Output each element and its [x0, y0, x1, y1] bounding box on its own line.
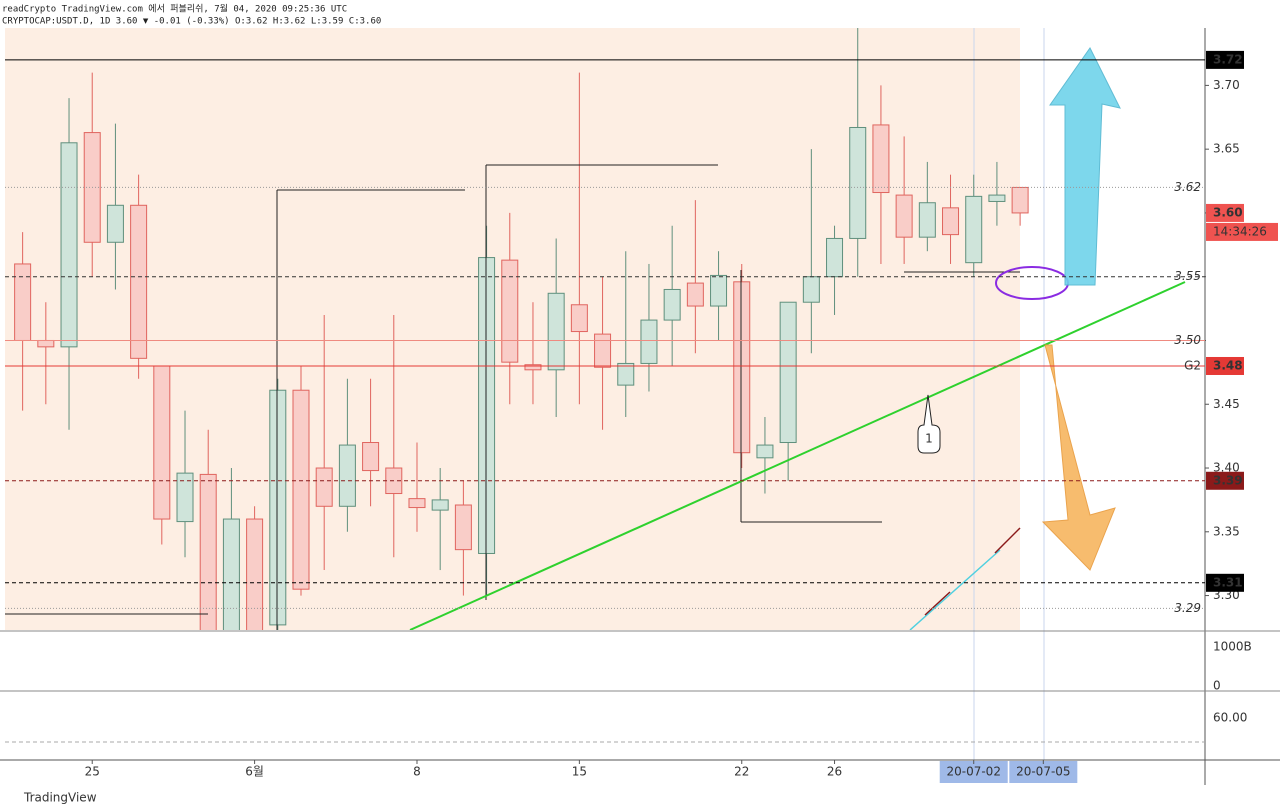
price-level-label: 3.50: [1174, 333, 1201, 347]
footer: TradingView: [23, 791, 97, 805]
candle-body: [37, 339, 55, 348]
x-tick-label: 26: [827, 765, 842, 779]
candle-body: [269, 389, 287, 626]
subtitle: CRYPTOCAP:USDT.D, 1D 3.60 ▼ -0.01 (-0.33…: [2, 17, 381, 27]
price-level-label: 3.60: [1213, 205, 1243, 219]
price-level-label: 3.39: [1213, 473, 1243, 487]
plot: [14, 28, 1029, 630]
candle-body: [570, 304, 588, 333]
y-tick-label: 3.35: [1213, 524, 1240, 538]
candle-body: [130, 204, 148, 359]
candle-body: [640, 319, 658, 364]
candle-body: [988, 194, 1006, 202]
candle-body: [942, 207, 960, 236]
price-level-label: 3.72: [1213, 52, 1243, 66]
price-level-mask: [1206, 268, 1244, 285]
candle-body: [431, 499, 449, 511]
candle-body: [292, 389, 310, 590]
candle-body: [710, 274, 728, 307]
candle-body: [524, 364, 542, 371]
countdown-box: [1206, 222, 1278, 241]
price-level-name: G2: [1184, 358, 1201, 372]
candle-body: [501, 259, 519, 363]
drawn-line: [909, 549, 1001, 630]
x-tick-label: 8: [413, 765, 421, 779]
callout-label: 1: [925, 432, 933, 446]
candle-body: [1011, 186, 1029, 214]
candle-body: [686, 282, 704, 307]
candle-body: [826, 237, 844, 278]
x-tick-highlight: [939, 761, 1008, 783]
x-tick-highlight: [1009, 761, 1078, 783]
candle-body: [246, 518, 264, 630]
candle-body: [478, 257, 496, 554]
price-level-label: 3.29: [1174, 601, 1201, 615]
candle-body: [106, 204, 124, 243]
volume-label: 0: [1213, 679, 1221, 693]
x-tick-label: 20-07-02: [946, 765, 1000, 779]
price-level-label: 3.62: [1174, 180, 1201, 194]
x-tick-label: 20-07-05: [1016, 765, 1070, 779]
countdown: 14:34:26: [1213, 224, 1267, 238]
candle-body: [733, 281, 751, 454]
candle-body: [176, 472, 194, 523]
y-tick-label: 3.45: [1213, 397, 1240, 411]
volume-label: 1000B: [1213, 640, 1252, 654]
candle-body: [315, 467, 333, 507]
price-level-mask: [1206, 179, 1244, 196]
price-level-box: [1206, 356, 1244, 375]
price-level-box: [1206, 573, 1244, 592]
price-level-label: 3.48: [1213, 358, 1243, 372]
drawings: [5, 164, 1186, 630]
x-tick-label: 25: [85, 765, 100, 779]
candle-body: [338, 444, 356, 507]
candle-body: [918, 202, 936, 238]
y-tick-label: 3.65: [1213, 142, 1240, 156]
x-tick-label: 15: [572, 765, 587, 779]
candle-body: [594, 333, 612, 368]
candle-body: [617, 362, 635, 386]
candle-body: [199, 473, 217, 630]
candle-body: [756, 444, 774, 459]
candle-body: [895, 194, 913, 238]
candle-body: [408, 498, 426, 509]
drawn-line: [994, 527, 1021, 554]
down-arrow: [1041, 344, 1116, 571]
callout-box: [917, 394, 941, 454]
candle-body: [849, 126, 867, 239]
price-level-box: [1206, 471, 1244, 490]
candle-body: [153, 365, 171, 520]
header: readCrypto TradingView.com 에서 퍼블리쉬, 7월 0…: [2, 3, 347, 15]
candle-body: [663, 288, 681, 321]
price-level-mask: [1206, 600, 1244, 617]
x-tick-label: 6월: [245, 765, 264, 779]
price-level-box: [1206, 203, 1244, 222]
up-arrow: [1049, 47, 1121, 286]
oscillator-label: 60.00: [1213, 711, 1247, 725]
price-level-label: 3.31: [1213, 575, 1243, 589]
candle-body: [547, 292, 565, 371]
axis-overlay: 3.303.353.403.453.503.553.603.653.70256월…: [5, 50, 1278, 783]
price-level-label: 3.55: [1174, 269, 1201, 283]
candle-body: [362, 442, 380, 472]
y-tick-label: 3.40: [1213, 461, 1240, 475]
candle-body: [14, 263, 32, 341]
candle-body: [454, 504, 472, 551]
candle-body: [872, 124, 890, 194]
price-level-mask: [1206, 332, 1244, 349]
candle-body: [60, 142, 78, 348]
price-level-box: [1206, 50, 1244, 69]
candle-body: [802, 276, 820, 303]
candle-body: [779, 301, 797, 444]
x-tick-label: 22: [734, 765, 749, 779]
candle-body: [965, 195, 983, 264]
y-tick-label: 3.70: [1213, 78, 1240, 92]
drawn-line: [924, 591, 951, 616]
